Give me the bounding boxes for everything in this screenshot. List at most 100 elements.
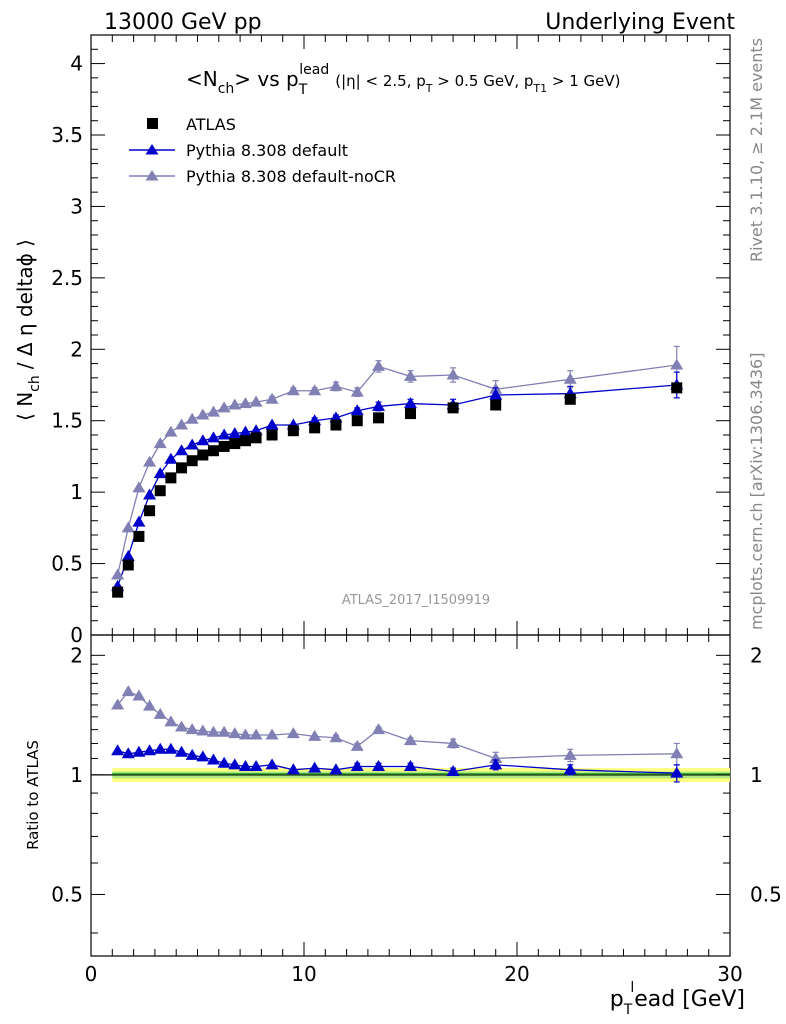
legend-label-atlas: ATLAS (186, 115, 236, 134)
data-point-atlas (447, 402, 459, 414)
data-point-atlas (309, 422, 321, 434)
data-point-pythia-nocr (286, 384, 300, 396)
ratio-point-pythia-nocr (228, 727, 242, 739)
data-point-atlas (405, 408, 416, 420)
ratio-point-pythia-default (143, 744, 157, 756)
x-tick-label: 20 (504, 962, 529, 986)
ratio-point-pythia-default (217, 756, 231, 768)
main-y-axis-label: ⟨ Nch/ Δ η deltaϕ ⟩ (13, 239, 43, 421)
analysis-id-watermark: ATLAS_2017_I1509919 (342, 593, 490, 608)
data-point-atlas (266, 429, 278, 441)
data-point-pythia-nocr (238, 397, 252, 409)
ratio-y-tick-label-right: 0.5 (750, 882, 782, 906)
series-line-pythia-nocr (116, 364, 677, 576)
data-point-pythia-default (265, 418, 279, 430)
rivet-version-label: Rivet 3.1.10, ≥ 2.1M events (747, 38, 766, 262)
data-point-pythia-nocr (153, 437, 167, 449)
ratio-point-pythia-default (446, 764, 460, 776)
data-point-atlas (165, 472, 177, 484)
data-point-pythia-default (196, 434, 210, 446)
data-point-pythia-nocr (132, 481, 146, 493)
main-y-tick-label: 0.5 (51, 552, 83, 576)
data-point-pythia-nocr (121, 521, 135, 533)
ratio-point-pythia-default (175, 745, 189, 757)
data-point-atlas (239, 435, 251, 447)
main-series-group (111, 345, 684, 598)
data-point-atlas (229, 438, 241, 450)
ratio-point-pythia-nocr (350, 739, 364, 751)
data-point-pythia-default (350, 404, 364, 416)
data-point-atlas (250, 432, 262, 444)
data-point-pythia-default (217, 428, 231, 440)
data-point-pythia-default (372, 399, 386, 411)
x-tick-label: 30 (717, 962, 742, 986)
data-point-pythia-default (404, 397, 417, 409)
data-point-pythia-nocr (185, 412, 199, 424)
ratio-point-pythia-default (111, 744, 125, 756)
data-point-atlas (207, 445, 219, 457)
ratio-point-pythia-nocr (286, 727, 300, 739)
ratio-point-pythia-default (404, 759, 417, 771)
ratio-point-pythia-nocr (249, 728, 263, 740)
legend-label-pythia-nocr: Pythia 8.308 default-noCR (186, 167, 396, 186)
data-point-pythia-nocr (350, 385, 364, 397)
ratio-point-pythia-default (228, 758, 242, 770)
data-point-pythia-nocr (111, 568, 125, 580)
data-point-pythia-default (489, 388, 503, 400)
data-point-pythia-default (238, 425, 252, 437)
data-point-atlas (144, 505, 156, 517)
data-point-atlas (176, 462, 188, 474)
ratio-point-pythia-nocr (563, 748, 577, 760)
data-point-atlas (564, 393, 576, 405)
data-point-atlas (330, 419, 342, 431)
main-y-tick-label: 1.5 (51, 409, 83, 433)
ratio-point-pythia-default (206, 753, 220, 765)
data-point-pythia-nocr (265, 392, 279, 404)
ratio-point-pythia-default (350, 759, 364, 771)
data-point-pythia-default (206, 431, 220, 443)
main-y-tick-label: 2.5 (51, 266, 83, 290)
data-point-pythia-nocr (404, 369, 417, 381)
data-point-atlas (373, 412, 385, 424)
ratio-point-pythia-nocr (185, 723, 199, 735)
data-point-atlas (186, 455, 198, 467)
ratio-y-tick-label-right: 1 (750, 763, 763, 787)
data-point-atlas (490, 399, 502, 411)
data-point-pythia-nocr (563, 372, 577, 384)
ratio-point-pythia-default (249, 759, 263, 771)
ratio-y-tick-label-right: 2 (750, 643, 763, 667)
ratio-point-pythia-nocr (265, 728, 279, 740)
data-point-pythia-default (175, 444, 189, 456)
mcplots-url-label: mcplots.cern.ch [arXiv:1306.3436] (747, 353, 766, 630)
data-point-pythia-default (143, 488, 157, 500)
data-point-pythia-nocr (164, 425, 178, 437)
data-point-pythia-default (185, 438, 199, 450)
x-axis-label: pTlead [GeV] (610, 980, 745, 1018)
data-point-pythia-nocr (175, 418, 189, 430)
data-point-pythia-nocr (217, 401, 231, 413)
data-point-pythia-nocr (308, 384, 322, 396)
legend-label-pythia-default: Pythia 8.308 default (186, 141, 348, 160)
data-point-pythia-nocr (206, 405, 220, 417)
ratio-point-pythia-default (489, 758, 503, 770)
data-point-pythia-default (164, 452, 178, 464)
data-point-atlas (287, 425, 299, 437)
main-y-tick-label: 4 (70, 52, 83, 76)
ratio-point-pythia-default (329, 763, 343, 775)
ratio-point-pythia-nocr (111, 698, 125, 710)
ratio-point-pythia-default (164, 742, 178, 754)
ratio-series-group (111, 685, 684, 783)
ratio-point-pythia-default (238, 759, 252, 771)
data-point-atlas (133, 530, 145, 542)
ratio-y-tick-label: 2 (70, 643, 83, 667)
ratio-point-pythia-nocr (121, 685, 135, 697)
data-point-atlas (351, 415, 363, 427)
data-point-pythia-nocr (329, 379, 343, 391)
data-point-pythia-nocr (143, 455, 157, 467)
ratio-point-pythia-nocr (132, 689, 146, 701)
ratio-point-pythia-default (196, 750, 210, 762)
uncertainty-band (91, 768, 731, 782)
ratio-point-pythia-default (308, 761, 322, 773)
data-point-atlas (671, 382, 683, 394)
